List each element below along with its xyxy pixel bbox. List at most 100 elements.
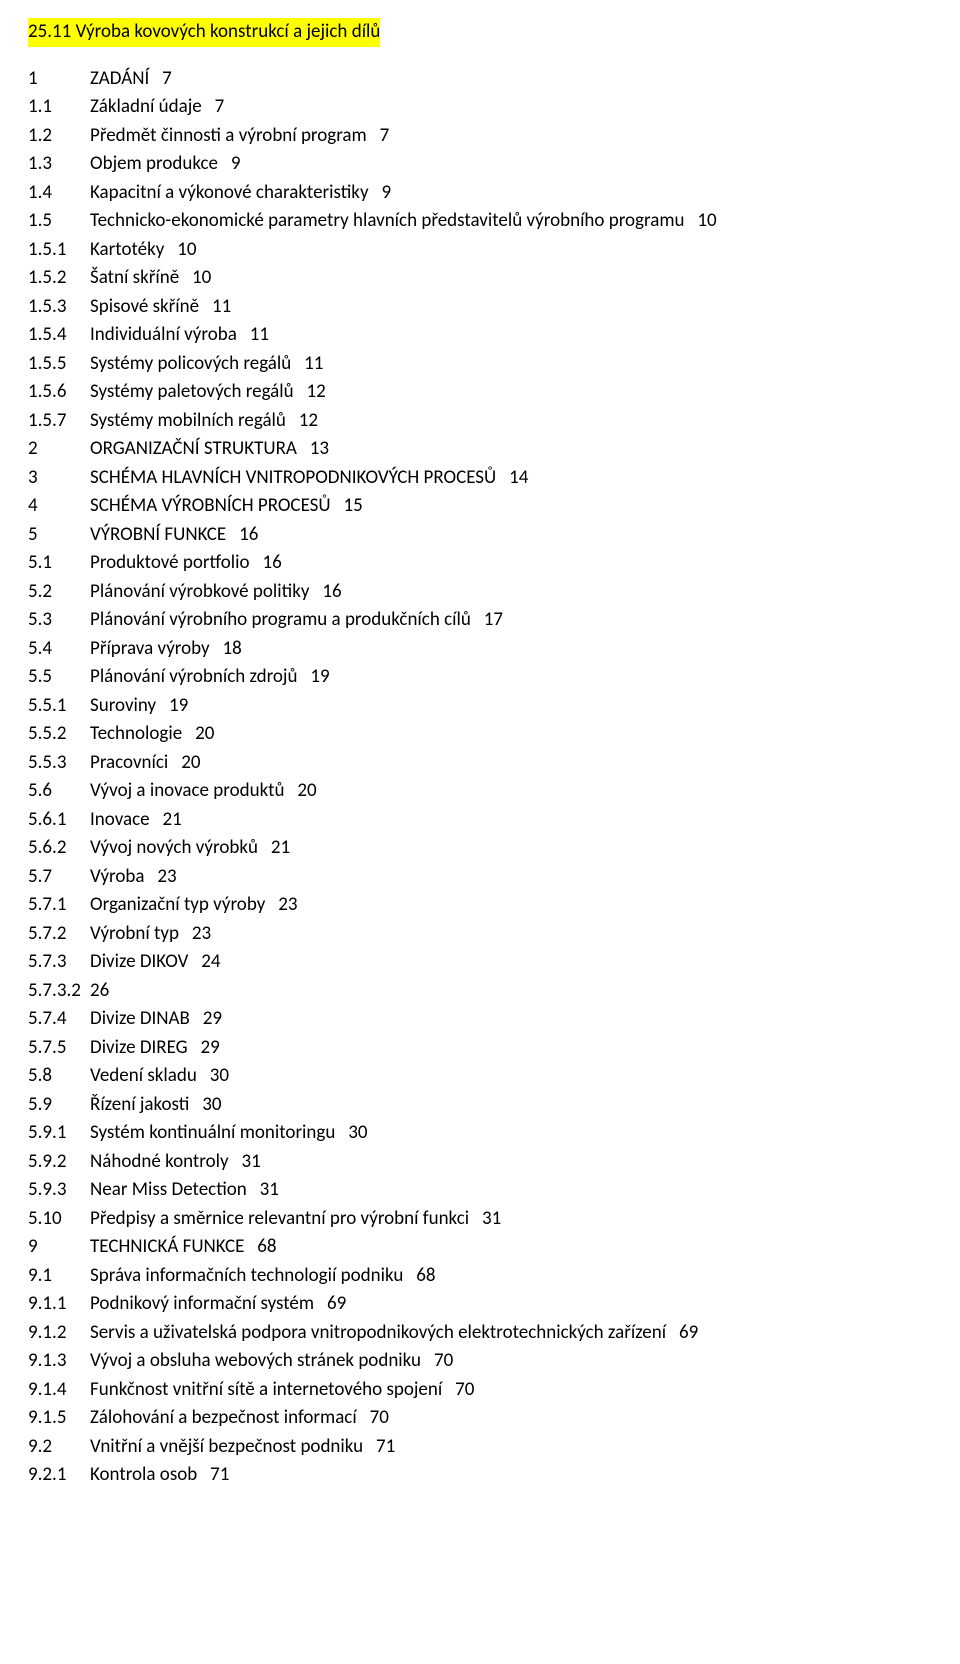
toc-number: 5.5.3 bbox=[28, 749, 90, 778]
toc-title: Technologie bbox=[90, 722, 182, 745]
toc-page: 10 bbox=[177, 238, 196, 261]
toc-title: Správa informačních technologií podniku bbox=[90, 1264, 403, 1287]
toc-row: 1.5.5Systémy policových regálů 11 bbox=[28, 350, 932, 379]
toc-row: 9.1.3Vývoj a obsluha webových stránek po… bbox=[28, 1347, 932, 1376]
toc-page: 20 bbox=[195, 722, 214, 745]
toc-page: 21 bbox=[163, 808, 182, 831]
toc-title: Náhodné kontroly bbox=[90, 1150, 229, 1173]
toc-page: 23 bbox=[157, 865, 176, 888]
toc-title: Systém kontinuální monitoringu bbox=[90, 1121, 335, 1144]
toc-page: 30 bbox=[348, 1121, 367, 1144]
toc-title: SCHÉMA HLAVNÍCH VNITROPODNIKOVÝCH PROCES… bbox=[90, 466, 496, 489]
toc-page: 9 bbox=[381, 181, 391, 204]
toc-row: 5.9.1Systém kontinuální monitoringu 30 bbox=[28, 1119, 932, 1148]
toc-number: 1.5.1 bbox=[28, 236, 90, 265]
toc-title: Vedení skladu bbox=[90, 1064, 197, 1087]
toc-row: 5.5.2Technologie 20 bbox=[28, 720, 932, 749]
toc-title: Výrobní typ bbox=[90, 922, 179, 945]
toc-row: 9.2.1Kontrola osob 71 bbox=[28, 1461, 932, 1490]
toc-title: ZADÁNÍ bbox=[90, 67, 149, 90]
toc-page: 69 bbox=[327, 1292, 346, 1315]
toc-row: 1.1Základní údaje 7 bbox=[28, 93, 932, 122]
toc-row: 5.9.3Near Miss Detection 31 bbox=[28, 1176, 932, 1205]
toc-number: 5.9.3 bbox=[28, 1176, 90, 1205]
toc-page: 14 bbox=[509, 466, 528, 489]
toc-page: 68 bbox=[257, 1235, 276, 1258]
toc-title: VÝROBNÍ FUNKCE bbox=[90, 523, 226, 546]
toc-title: Inovace bbox=[90, 808, 150, 831]
toc-number: 1.5.4 bbox=[28, 321, 90, 350]
toc-title: Podnikový informační systém bbox=[90, 1292, 314, 1315]
toc-page: 19 bbox=[310, 665, 329, 688]
toc-number: 5.9.2 bbox=[28, 1148, 90, 1177]
toc-row: 1.5.1Kartotéky 10 bbox=[28, 236, 932, 265]
toc-title: Předmět činnosti a výrobní program bbox=[90, 124, 367, 147]
toc-number: 5.6 bbox=[28, 777, 90, 806]
toc-row: 1.5.6Systémy paletových regálů 12 bbox=[28, 378, 932, 407]
toc-page: 10 bbox=[697, 209, 716, 232]
toc-page: 68 bbox=[416, 1264, 435, 1287]
toc-page: 7 bbox=[215, 95, 225, 118]
toc-title: Vývoj a inovace produktů bbox=[90, 779, 284, 802]
toc-row: 5.10Předpisy a směrnice relevantní pro v… bbox=[28, 1205, 932, 1234]
toc-number: 5.6.1 bbox=[28, 806, 90, 835]
toc-number: 1.1 bbox=[28, 93, 90, 122]
toc-row: 5.7.3Divize DIKOV 24 bbox=[28, 948, 932, 977]
toc-page: 11 bbox=[212, 295, 231, 318]
toc-row: 5.8Vedení skladu 30 bbox=[28, 1062, 932, 1091]
toc-page: 70 bbox=[370, 1406, 389, 1429]
document-title: 25.11 Výroba kovových konstrukcí a jejic… bbox=[28, 18, 380, 47]
toc-number: 9.1.5 bbox=[28, 1404, 90, 1433]
toc-page: 24 bbox=[201, 950, 220, 973]
toc-row: 5.7.1Organizační typ výroby 23 bbox=[28, 891, 932, 920]
toc-page: 30 bbox=[210, 1064, 229, 1087]
toc-number: 5.3 bbox=[28, 606, 90, 635]
toc-number: 9.1.3 bbox=[28, 1347, 90, 1376]
toc-title: Kontrola osob bbox=[90, 1463, 197, 1486]
toc-number: 5.4 bbox=[28, 635, 90, 664]
toc-page: 16 bbox=[262, 551, 281, 574]
toc-number: 4 bbox=[28, 492, 90, 521]
toc-row: 1.3Objem produkce 9 bbox=[28, 150, 932, 179]
toc-row: 1.4Kapacitní a výkonové charakteristiky … bbox=[28, 179, 932, 208]
toc-title: Suroviny bbox=[90, 694, 156, 717]
toc-title: Příprava výroby bbox=[90, 637, 210, 660]
toc-number: 2 bbox=[28, 435, 90, 464]
toc-row: 9TECHNICKÁ FUNKCE 68 bbox=[28, 1233, 932, 1262]
toc-row: 1.5.4Individuální výroba 11 bbox=[28, 321, 932, 350]
toc-page: 26 bbox=[90, 979, 109, 1002]
toc-number: 1.5.2 bbox=[28, 264, 90, 293]
toc-row: 1.5.7Systémy mobilních regálů 12 bbox=[28, 407, 932, 436]
toc-number: 5.7.5 bbox=[28, 1034, 90, 1063]
toc-title: Pracovníci bbox=[90, 751, 168, 774]
toc-page: 70 bbox=[434, 1349, 453, 1372]
toc-page: 20 bbox=[181, 751, 200, 774]
toc-page: 31 bbox=[241, 1150, 260, 1173]
toc-title: Kapacitní a výkonové charakteristiky bbox=[90, 181, 369, 204]
toc-page: 7 bbox=[162, 67, 172, 90]
toc-row: 3SCHÉMA HLAVNÍCH VNITROPODNIKOVÝCH PROCE… bbox=[28, 464, 932, 493]
toc-number: 9 bbox=[28, 1233, 90, 1262]
toc-row: 5VÝROBNÍ FUNKCE 16 bbox=[28, 521, 932, 550]
toc-number: 5.7.2 bbox=[28, 920, 90, 949]
toc-page: 29 bbox=[201, 1036, 220, 1059]
toc-row: 5.2Plánování výrobkové politiky 16 bbox=[28, 578, 932, 607]
toc-title: Divize DIKOV bbox=[90, 950, 188, 973]
toc-number: 5.5.1 bbox=[28, 692, 90, 721]
toc-title: ORGANIZAČNÍ STRUKTURA bbox=[90, 437, 297, 460]
toc-number: 5.7 bbox=[28, 863, 90, 892]
toc-title: Plánování výrobkové politiky bbox=[90, 580, 309, 603]
toc-page: 69 bbox=[679, 1321, 698, 1344]
toc-number: 5.9.1 bbox=[28, 1119, 90, 1148]
toc-title: Systémy paletových regálů bbox=[90, 380, 294, 403]
toc-row: 5.5.3Pracovníci 20 bbox=[28, 749, 932, 778]
toc-page: 7 bbox=[380, 124, 390, 147]
toc-title: Divize DINAB bbox=[90, 1007, 190, 1030]
toc-title: Spisové skříně bbox=[90, 295, 199, 318]
toc-page: 13 bbox=[310, 437, 329, 460]
toc-row: 9.1Správa informačních technologií podni… bbox=[28, 1262, 932, 1291]
toc-number: 5 bbox=[28, 521, 90, 550]
toc-number: 5.5.2 bbox=[28, 720, 90, 749]
toc-title: Servis a uživatelská podpora vnitropodni… bbox=[90, 1321, 666, 1344]
toc-page: 20 bbox=[297, 779, 316, 802]
